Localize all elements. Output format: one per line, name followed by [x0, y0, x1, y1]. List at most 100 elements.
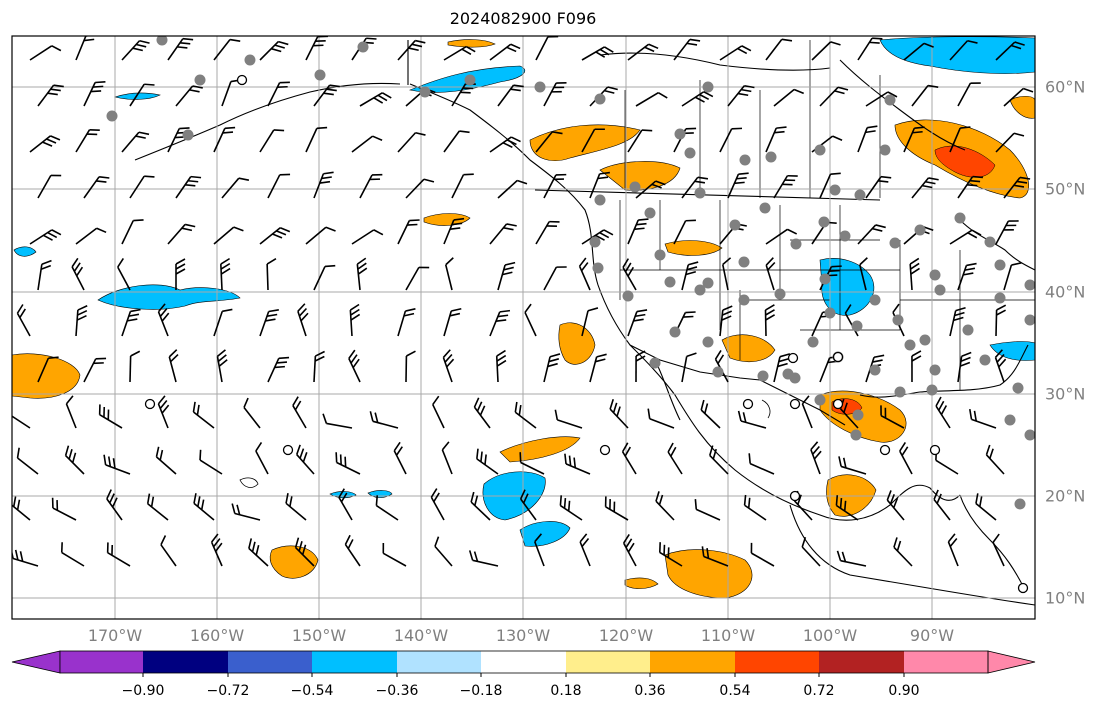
wind-barb [356, 257, 368, 291]
wind-barb [609, 399, 629, 429]
wind-barb [865, 175, 892, 199]
longitude-label: 100°W [802, 626, 858, 645]
wind-barb [995, 41, 1025, 61]
station-marker-filled [839, 230, 851, 242]
wind-barb [12, 493, 31, 521]
station-marker-open [236, 74, 248, 86]
wind-barb [393, 441, 407, 475]
station-marker-filled [889, 237, 901, 249]
wind-barb [727, 84, 755, 107]
wind-barb [543, 82, 567, 107]
longitude-label: 160°W [189, 626, 245, 645]
wind-barb [857, 224, 886, 245]
wind-barb [765, 126, 787, 153]
station-marker-filled [664, 276, 676, 288]
wind-barb [243, 397, 261, 429]
wind-barb [75, 227, 107, 245]
wind-barb [75, 36, 97, 61]
wind-barb [1003, 262, 1022, 291]
wind-barb [313, 350, 325, 383]
wind-barb [267, 173, 291, 199]
wind-barb [470, 491, 491, 521]
station-marker-filled [357, 41, 369, 53]
wind-barb [514, 401, 537, 429]
station-marker-filled [919, 334, 931, 346]
colorbar-segment [819, 651, 904, 673]
station-marker-filled [194, 74, 206, 86]
station-marker-filled [654, 249, 666, 261]
wind-barb [231, 503, 261, 521]
wind-barb [305, 226, 336, 245]
wind-barb [37, 356, 59, 383]
station-marker-filled [702, 336, 714, 348]
station-marker-filled [1014, 498, 1026, 510]
station-marker-filled [829, 184, 841, 196]
station-marker-filled [929, 364, 941, 376]
map-title: 2024082900 F096 [449, 9, 597, 28]
wind-barb [443, 307, 462, 337]
station-marker-filled [884, 94, 896, 106]
station-marker-filled [244, 54, 256, 66]
wind-barb [748, 453, 775, 475]
coastlines-and-borders [134, 40, 1035, 606]
colorbar-segment [312, 651, 397, 673]
longitude-label: 120°W [598, 626, 654, 645]
wind-barb [75, 128, 100, 153]
wind-barb [157, 395, 170, 429]
wind-barb [375, 495, 399, 521]
positive-anomaly-region [558, 322, 596, 365]
wind-barb [909, 257, 920, 291]
longitude-label: 90°W [909, 626, 955, 645]
wind-barb [880, 405, 905, 429]
station-marker-filled [644, 207, 656, 219]
wind-barb [811, 41, 841, 61]
negative-anomaly-region [97, 284, 241, 310]
station-marker-filled [592, 262, 604, 274]
latitude-label: 20°N [1045, 486, 1086, 506]
wind-barb [627, 129, 653, 153]
station-marker-filled [894, 386, 906, 398]
wind-barb [117, 257, 131, 291]
colorbar-segment [566, 651, 650, 673]
wind-barb [857, 125, 878, 153]
wind-barb [765, 228, 798, 245]
station-marker-filled [1004, 414, 1016, 426]
colorbar-frame [59, 650, 989, 674]
wind-barb [658, 542, 683, 567]
wind-barb [51, 497, 77, 521]
wind-barb [727, 172, 749, 199]
wind-barb [865, 91, 898, 107]
negative-anomaly-region [113, 92, 161, 100]
wind-barb [489, 223, 517, 245]
station-marker-filled [759, 202, 771, 214]
wind-barb [764, 304, 775, 337]
coastline [839, 59, 966, 151]
wind-barb [193, 493, 215, 521]
coastline [599, 52, 831, 71]
wind-barb [83, 81, 106, 107]
wind-barb [216, 349, 228, 383]
station-marker-filled [674, 128, 686, 140]
negative-anomaly-region [989, 341, 1035, 361]
wind-barb [886, 490, 905, 521]
colorbar-segment [735, 651, 819, 673]
wind-barb [71, 257, 85, 291]
wind-barb [534, 533, 545, 567]
negative-anomaly-region [819, 258, 875, 316]
wind-barb [213, 308, 233, 337]
wind-barb [519, 452, 545, 475]
wind-barb [397, 131, 426, 153]
wind-barb [369, 411, 399, 429]
wind-barb [121, 219, 144, 245]
wind-barb [995, 304, 1007, 337]
wind-barb [106, 542, 131, 567]
wind-barb [947, 533, 959, 567]
wind-barb [589, 171, 610, 199]
wind-barb [344, 534, 361, 567]
wind-barb [543, 173, 567, 199]
wind-barb [213, 38, 241, 61]
station-marker-filled [850, 429, 862, 441]
wind-barb [489, 43, 521, 61]
wind-barb [443, 130, 470, 153]
wind-barb [442, 349, 455, 383]
